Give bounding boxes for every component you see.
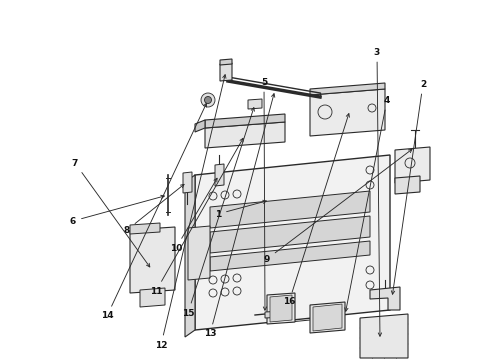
Polygon shape — [195, 120, 205, 132]
Polygon shape — [395, 147, 430, 183]
Polygon shape — [265, 311, 285, 318]
Circle shape — [201, 93, 215, 107]
Polygon shape — [195, 155, 390, 330]
Polygon shape — [248, 99, 262, 109]
Polygon shape — [130, 223, 160, 234]
Text: 10: 10 — [170, 178, 217, 252]
Text: 8: 8 — [124, 184, 184, 234]
Text: 12: 12 — [155, 75, 226, 350]
Text: 4: 4 — [345, 95, 390, 311]
Text: 7: 7 — [72, 158, 150, 267]
Polygon shape — [310, 302, 345, 333]
Polygon shape — [205, 114, 285, 128]
Text: 2: 2 — [392, 80, 426, 294]
Polygon shape — [188, 226, 210, 280]
Text: 5: 5 — [261, 77, 267, 310]
Text: 14: 14 — [100, 103, 206, 320]
Polygon shape — [310, 89, 385, 136]
Text: 1: 1 — [215, 200, 267, 219]
Text: 3: 3 — [374, 48, 382, 336]
Polygon shape — [140, 288, 165, 307]
Polygon shape — [267, 293, 295, 324]
Text: 13: 13 — [204, 94, 275, 338]
Polygon shape — [210, 191, 370, 228]
Text: 16: 16 — [283, 114, 349, 306]
Polygon shape — [220, 63, 232, 81]
Polygon shape — [370, 287, 400, 310]
Polygon shape — [205, 122, 285, 148]
Polygon shape — [395, 176, 420, 194]
Polygon shape — [210, 241, 370, 271]
Text: 9: 9 — [264, 149, 412, 264]
Polygon shape — [313, 304, 342, 331]
Text: 6: 6 — [70, 195, 164, 225]
Polygon shape — [270, 295, 292, 322]
Text: 11: 11 — [150, 138, 243, 296]
Polygon shape — [210, 216, 370, 253]
Text: 15: 15 — [182, 108, 254, 318]
Polygon shape — [183, 172, 192, 193]
Polygon shape — [310, 83, 385, 95]
Polygon shape — [130, 227, 175, 293]
Polygon shape — [185, 175, 195, 337]
Circle shape — [204, 96, 212, 104]
Polygon shape — [215, 164, 224, 186]
Polygon shape — [360, 314, 408, 358]
Polygon shape — [220, 59, 232, 65]
